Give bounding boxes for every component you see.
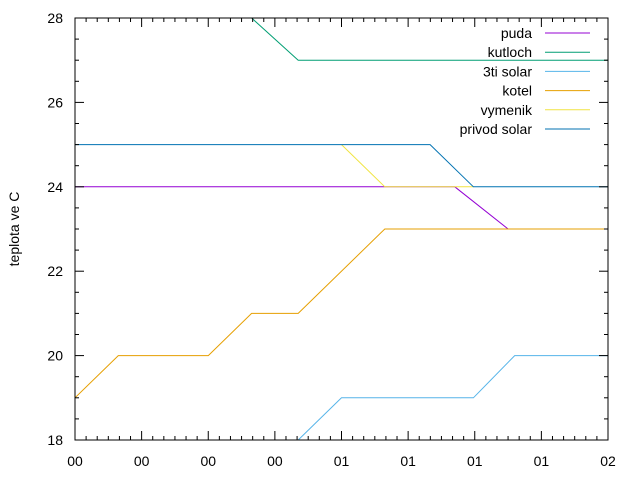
y-tick-labels: 18 20 22 24 26 28 — [47, 10, 63, 448]
series-line-privod-solar — [75, 144, 608, 188]
series-line-kutloch — [251, 18, 608, 61]
legend-label: puda — [501, 25, 532, 41]
x-tick-label: 00 — [67, 453, 83, 469]
axis-ticks — [74, 17, 609, 441]
y-tick-label: 28 — [47, 10, 63, 26]
x-tick-label: 01 — [467, 453, 483, 469]
x-tick-label: 02 — [600, 453, 616, 469]
x-tick-label: 01 — [334, 453, 350, 469]
y-tick-label: 22 — [47, 263, 63, 279]
x-tick-label: 01 — [400, 453, 416, 469]
y-tick-label: 24 — [47, 179, 63, 195]
x-tick-label: 00 — [200, 453, 216, 469]
plot-lines — [75, 18, 608, 440]
x-tick-label: 01 — [534, 453, 550, 469]
y-axis-label: teplota ve C — [6, 192, 22, 267]
legend-label: vymenik — [481, 102, 533, 118]
series-line-vymenik — [341, 144, 474, 188]
series-line-3ti-solar — [297, 355, 608, 440]
x-tick-label: 00 — [134, 453, 150, 469]
legend-label: privod solar — [460, 121, 533, 137]
y-tick-label: 20 — [47, 348, 63, 364]
legend-label: 3ti solar — [483, 63, 532, 79]
legend-label: kotel — [502, 83, 532, 99]
legend: puda kutloch 3ti solar kotel vymenik privod s… — [460, 25, 590, 137]
series-line-kotel — [75, 228, 608, 399]
y-tick-label: 18 — [47, 432, 63, 448]
legend-label: kutloch — [488, 44, 532, 60]
series-line-puda — [75, 186, 608, 230]
y-tick-label: 26 — [47, 94, 63, 110]
x-tick-labels: 00 00 00 00 01 01 01 01 02 — [67, 453, 616, 469]
x-tick-label: 00 — [267, 453, 283, 469]
